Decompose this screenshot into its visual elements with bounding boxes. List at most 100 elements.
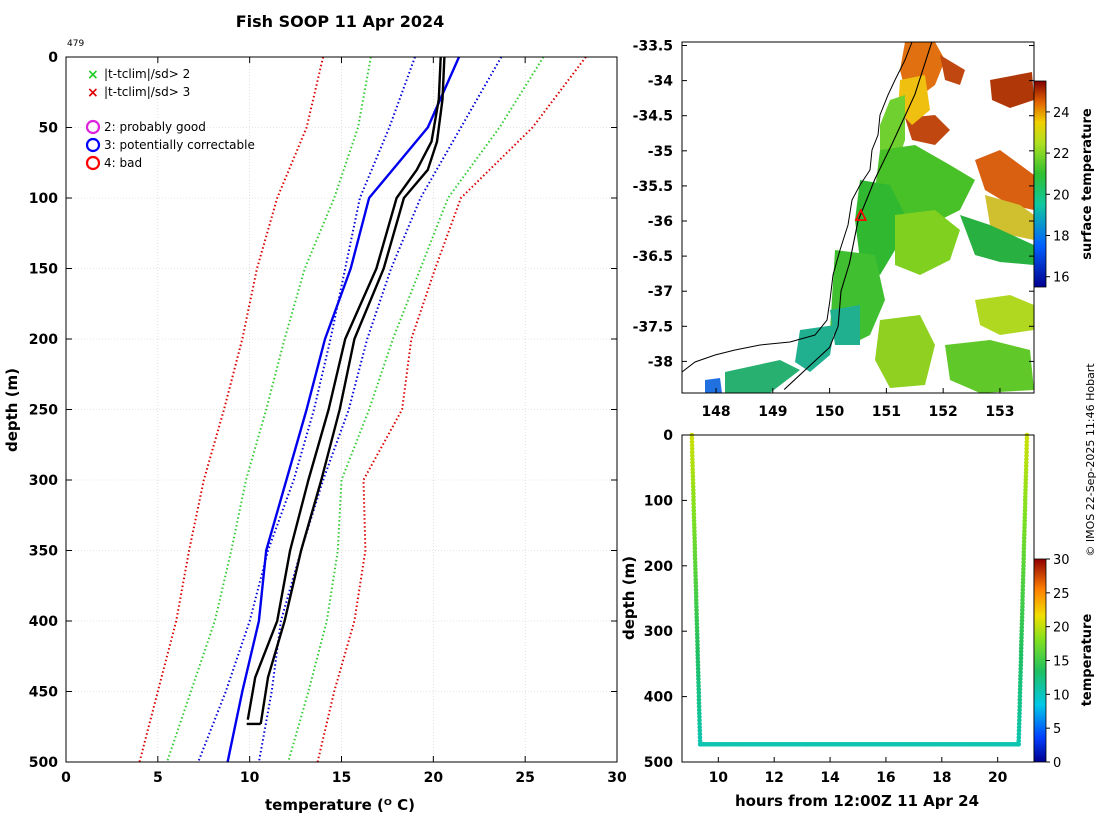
x-tick-label: 10 (240, 770, 260, 786)
map-y-tick-label: -34.5 (633, 109, 673, 125)
ascent-point (1021, 546, 1027, 551)
ascent-point (1023, 473, 1029, 479)
ascent-point (1022, 528, 1027, 534)
ascent-point (1018, 680, 1023, 685)
ascent-point (1016, 721, 1022, 726)
descent-point (690, 453, 695, 458)
descent-point (696, 676, 701, 682)
descent-point (696, 680, 701, 685)
descent-point (693, 573, 698, 579)
y-tick-label: 300 (29, 473, 58, 489)
series-line-mean-2sd (166, 56, 372, 763)
descent-point (694, 614, 699, 620)
ascent-point (1023, 480, 1028, 486)
descent-point (692, 532, 697, 537)
y-tick-label: 400 (29, 614, 58, 630)
ascent-point (1016, 742, 1021, 747)
descent-point (695, 649, 700, 654)
ascent-point (1016, 738, 1021, 744)
descent-point (697, 731, 703, 737)
green-patch-coast (855, 180, 905, 275)
depth-time-series (689, 432, 1030, 747)
warm-patch-mid (905, 115, 950, 145)
temperature-colorbar-tick-label: 20 (1053, 621, 1070, 636)
dt-x-tick-label: 20 (988, 770, 1008, 786)
descent-point (696, 704, 702, 709)
descent-point (691, 515, 697, 520)
profile-series (138, 56, 587, 763)
ascent-point (1020, 590, 1025, 596)
descent-point (693, 580, 699, 586)
descent-point (692, 539, 697, 544)
map-layers (682, 42, 1034, 393)
teal-patch (830, 305, 860, 345)
profile-xlabel: temperature (ᴼ C) (265, 796, 415, 814)
descent-point (695, 638, 700, 644)
descent-point (691, 494, 696, 500)
circle-blue-icon (85, 137, 101, 153)
y-tick-label: 350 (29, 544, 58, 560)
map-y-tick-label: -33.5 (633, 39, 673, 55)
legend-label-flag2: 2: probably good (104, 120, 206, 134)
dt-y-tick-label: 100 (644, 493, 673, 509)
descent-point (695, 635, 700, 641)
map-x-tick-label: 151 (872, 404, 901, 420)
ascent-point (1019, 628, 1024, 634)
descent-point (693, 597, 699, 603)
ascent-point (1024, 446, 1029, 452)
profile-ylabel: depth (m) (3, 368, 21, 452)
descent-point (693, 570, 698, 575)
ascent-point (1018, 652, 1024, 658)
series-line-mean-3sd (138, 56, 325, 763)
x-marker-red-icon: × (87, 85, 99, 101)
sst-colorbar-tick-label: 18 (1053, 230, 1070, 245)
series-line-mean-2sd (287, 56, 545, 763)
x-tick-label: 20 (424, 770, 444, 786)
dt-x-tick-label: 18 (932, 770, 951, 786)
ascent-point (1018, 645, 1024, 651)
descent-point (690, 463, 695, 469)
sst-colorbar-tick-label: 16 (1053, 271, 1070, 286)
ascent-point (1023, 477, 1029, 483)
descent-point (693, 583, 699, 589)
legend-item-flag4: 4: bad (85, 155, 142, 171)
ascent-point (1017, 687, 1023, 692)
warm-patch-ne2 (990, 72, 1034, 108)
descent-point (691, 518, 697, 524)
ascent-point (1016, 731, 1022, 737)
ascent-point (1017, 693, 1023, 699)
legend: × |t-tclim|/sd> 2 × |t-tclim|/sd> 3 2: p… (85, 67, 255, 171)
descent-point (694, 608, 699, 613)
sst-colorbar-tick-label: 24 (1053, 106, 1070, 121)
map-y-tick-label: -35 (648, 144, 673, 160)
ascent-point (1019, 618, 1025, 623)
descent-point (690, 467, 695, 472)
ascent-point (1020, 608, 1025, 613)
ascent-point (1017, 683, 1023, 689)
ascent-point (1021, 570, 1026, 575)
cool-patch-west (705, 378, 722, 393)
descent-point (696, 690, 702, 696)
map-y-tick-label: -35.5 (633, 179, 673, 195)
ascent-point (1020, 587, 1026, 592)
descent-point (695, 669, 701, 675)
ascent-point (1023, 467, 1029, 472)
map-y-tick-label: -37 (648, 284, 673, 300)
descent-point (693, 590, 699, 596)
series-line-climatology-mean (226, 56, 461, 763)
ascent-point (1021, 549, 1027, 555)
ascent-point (1019, 642, 1024, 647)
chart-title: Fish SOOP 11 Apr 2024 (236, 12, 445, 31)
ascent-point (1022, 504, 1028, 510)
y-tick-label: 500 (29, 755, 58, 771)
series-line-profile-up- (259, 56, 446, 725)
depth-time-xlabel: hours from 12:00Z 11 Apr 24 (735, 792, 979, 810)
ascent-point (1020, 573, 1026, 579)
legend-item-sd3: × |t-tclim|/sd> 3 (87, 85, 190, 101)
dt-y-tick-label: 200 (644, 559, 673, 575)
descent-point (695, 659, 701, 665)
descent-point (694, 632, 700, 637)
descent-point (690, 456, 695, 462)
ascent-point (1024, 460, 1029, 465)
